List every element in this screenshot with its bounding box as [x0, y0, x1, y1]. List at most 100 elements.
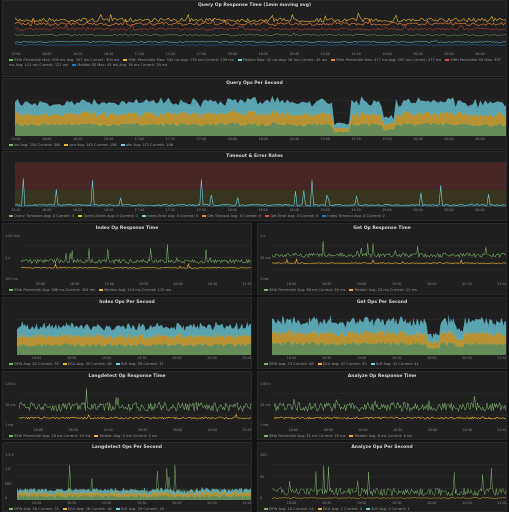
legend-item[interactable]: SLR Avg: 1 Current: 1	[366, 507, 410, 511]
legend-swatch-icon	[123, 59, 128, 61]
legend-item[interactable]: Get Timeout Avg: 0 Current: 0	[202, 214, 261, 218]
x-tick-label: 20:20	[444, 52, 454, 56]
x-tick-label: 16:20	[72, 137, 83, 141]
graph-area[interactable]	[272, 234, 506, 281]
legend-item[interactable]: Query Errors Avg: 0 Current: 0	[78, 214, 138, 218]
x-tick-label: 20:00	[413, 137, 423, 141]
x-tick-label: 20:00	[413, 208, 423, 212]
graph-area[interactable]	[19, 382, 251, 427]
legend-item[interactable]: iad Avg: 254 Current: 345	[9, 143, 60, 147]
legend-swatch-icon	[115, 363, 120, 365]
panel-title[interactable]: Analyze Op Response Time	[347, 374, 417, 379]
legend-text: 95th Percentile Avg: 28 ms Current: 25 m…	[14, 434, 91, 438]
legend: DFW Avg: 81 Current: 78 DCA Avg: 35 Curre…	[9, 362, 247, 367]
panel-title[interactable]: Query Op Response Time (1min moving avg)	[197, 3, 312, 8]
legend-item[interactable]: SLR Avg: 29 Current: 19	[115, 507, 164, 511]
legend-swatch-icon	[264, 363, 268, 365]
graph-area[interactable]	[15, 89, 507, 136]
legend-text: iad Avg: 254 Current: 345	[14, 143, 61, 147]
legend-item[interactable]: 95th Percentile SS Max: 397 ms Avg: 115 …	[9, 58, 501, 67]
panel-get-op-response-time[interactable]: Get Op Response Time 1 s 10 ms 1 ms 18:00 18:…	[257, 223, 507, 295]
legend-text: 95th Percentile Max: 477 ms Avg: 292 ms …	[336, 58, 442, 62]
panel-title[interactable]: Index Ops Per Second	[99, 300, 155, 305]
x-tick-label: 18:00	[31, 356, 42, 360]
panel-timeout-error-rates[interactable]: Timeout & Error Rates 15:40 16:00 16:20 16:4…	[2, 151, 507, 221]
legend-item[interactable]: Index Timeout Avg: 0 Current: 0	[322, 214, 385, 218]
legend-item[interactable]: Median Max: 32 ms Avg: 26 ms Current: 45…	[237, 58, 327, 62]
graph-area[interactable]	[17, 453, 251, 500]
panel-title[interactable]: Langdetect Ops Per Second	[91, 445, 163, 450]
graph-area[interactable]	[15, 162, 507, 207]
panel-langdetect-op-response-time[interactable]: Langdetect Op Response Time 1.00 s 10 ms 1 …	[2, 371, 252, 440]
graph-area[interactable]	[15, 11, 507, 51]
graph-area[interactable]	[17, 308, 251, 355]
legend-item[interactable]: DCA Avg: 28 Current: 16	[62, 507, 112, 511]
legend-item[interactable]: DFW Avg: 73 Current: 68	[264, 362, 314, 366]
panel-title[interactable]: Timeout & Error Rates	[226, 154, 283, 159]
x-tick-label: 20:00	[427, 428, 438, 432]
legend-item[interactable]: Median Avg: 119 ms Current: 115 ms	[99, 288, 171, 292]
legend-item[interactable]: DCA Avg: 1 Current: 0	[317, 507, 363, 511]
panel-title[interactable]: Analyze Ops Per Second	[351, 445, 413, 450]
legend-item[interactable]: Get Error Avg: 0 Current: 0	[265, 214, 318, 218]
legend: 95th Percentile Avg: 28 ms Current: 25 m…	[9, 434, 247, 439]
legend-text: SLR Avg: 29 Current: 19	[120, 507, 164, 511]
panel-analyze-ops-per-second[interactable]: Analyze Ops Per Second 100 50 0 18:00 18:30 19…	[257, 442, 507, 512]
legend-item[interactable]: 95th Percentile Avg: 388 ms Current: 304…	[9, 288, 95, 292]
panel-title[interactable]: Langdetect Op Response Time	[88, 374, 166, 379]
legend-text: DCA Avg: 1 Current: 0	[322, 507, 363, 511]
graph-area[interactable]	[274, 382, 506, 427]
legend-item[interactable]: Median Avg: 5 ms Current: 5 ms	[94, 434, 157, 438]
y-tick-label: 1.00 s	[5, 382, 16, 386]
panel-title[interactable]: Query Ops Per Second	[226, 81, 283, 86]
legend-item[interactable]: Index Error Avg: 0 Current: 0	[141, 214, 198, 218]
graph-area[interactable]	[272, 308, 506, 355]
legend-swatch-icon	[9, 59, 13, 61]
x-tick-label: 17:00	[134, 52, 145, 56]
graph-area[interactable]	[272, 453, 506, 500]
graph-area[interactable]	[21, 234, 251, 281]
legend-item[interactable]: DCA Avg: 47 Current: 50	[317, 362, 367, 366]
legend-item[interactable]: dfw Avg: 171 Current: 158	[120, 143, 173, 147]
panel-query-ops-per-second[interactable]: Query Ops Per Second 15:40 16:00 16:20 16:40…	[2, 78, 507, 150]
legend-item[interactable]: dca Avg: 143 Current: 156	[64, 143, 117, 147]
panel-title[interactable]: Get Op Response Time	[353, 226, 411, 231]
legend-text: DFW Avg: 81 Current: 78	[14, 362, 59, 366]
legend: DFW Avg: 73 Current: 68 DCA Avg: 47 Curre…	[264, 362, 502, 367]
legend-swatch-icon	[9, 508, 13, 510]
panel-title[interactable]: Get Ops Per Second	[356, 300, 408, 305]
legend-swatch-icon	[264, 435, 268, 437]
legend-item[interactable]: Median SS Max: 45 ms Avg: 36 ms Current:…	[72, 63, 167, 67]
legend-text: dca Avg: 143 Current: 156	[69, 143, 117, 147]
legend-swatch-icon	[331, 59, 336, 61]
x-tick-label: 17:20	[165, 137, 176, 141]
x-tick-label: 19:20	[351, 52, 361, 56]
legend-item[interactable]: DFW Avg: 81 Current: 78	[9, 362, 59, 366]
panel-query-op-response-time[interactable]: Query Op Response Time (1min moving avg)…	[2, 0, 507, 77]
x-tick-label: 19:00	[356, 282, 367, 286]
legend-item[interactable]: Median Avg: 8 ms Current: 8 ms	[349, 434, 412, 438]
legend-item[interactable]: 99th Percentile Max: 345 ms Avg: 135 ms …	[123, 58, 234, 62]
legend-item[interactable]: DFW Avg: 16 Current: 14	[264, 507, 314, 511]
legend: 95th Percentile Avg: 31 ms Current: 29 m…	[264, 434, 502, 439]
legend-item[interactable]: Query Timeouts Avg: 0 Current: 0	[9, 214, 74, 218]
legend-item[interactable]: DFW Avg: 58 Current: 76	[9, 507, 59, 511]
legend-item[interactable]: SLR Avg: 43 Current: 41	[370, 362, 419, 366]
x-tick-label: 21:00	[497, 501, 507, 505]
panel-get-ops-per-second[interactable]: Get Ops Per Second 18:00 18:30 19:00 19:30 20…	[257, 297, 507, 369]
legend-item[interactable]: SLR Avg: 35 Current: 31	[115, 362, 164, 366]
panel-langdetect-ops-per-second[interactable]: Langdetect Ops Per Second 1.5 K 1 K 500 0 18:…	[2, 442, 252, 512]
legend-item[interactable]: 95th Percentile Avg: 31 ms Current: 29 m…	[264, 434, 345, 438]
panel-analyze-op-response-time[interactable]: Analyze Op Response Time 1.00 s 10 ms 1 ms 1…	[257, 371, 507, 440]
panel-title[interactable]: Index Op Response Time	[95, 226, 159, 231]
panel-index-ops-per-second[interactable]: Index Ops Per Second 18:00 18:30 19:00 19:30…	[2, 297, 252, 369]
legend-item[interactable]: 95th Percentile Max: 500 ms Avg: 307 ms …	[9, 58, 119, 62]
x-tick-label: 18:00	[35, 282, 45, 286]
panel-index-op-response-time[interactable]: Index Op Response Time 1.00 min 1 s 100 ms 1…	[2, 223, 252, 295]
legend-item[interactable]: 95th Percentile Avg: 36 ms Current: 50 m…	[264, 288, 345, 292]
legend-item[interactable]: Median Avg: 23 ms Current: 21 ms	[349, 288, 417, 292]
legend-item[interactable]: 95th Percentile Avg: 28 ms Current: 25 m…	[9, 434, 90, 438]
legend-item[interactable]: 95th Percentile Max: 477 ms Avg: 292 ms …	[331, 58, 441, 62]
x-tick-label: 15:40	[11, 52, 21, 56]
legend-item[interactable]: DCA Avg: 35 Current: 36	[62, 362, 112, 366]
